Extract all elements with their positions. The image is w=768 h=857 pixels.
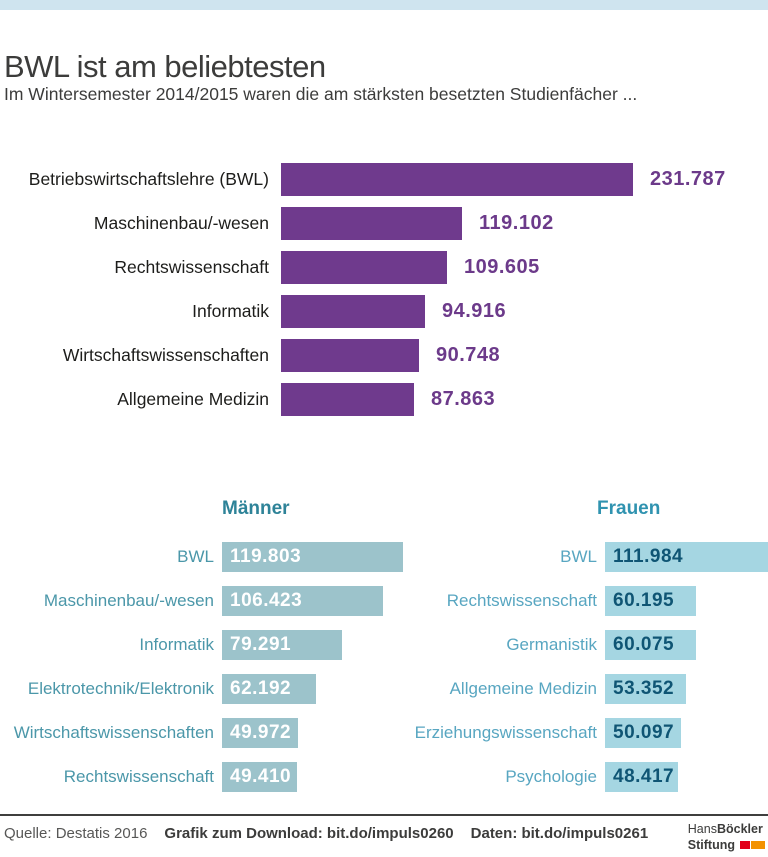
bar: 53.352 bbox=[605, 674, 686, 704]
logo-orange-square bbox=[751, 841, 765, 850]
bar: 106.423 bbox=[222, 586, 383, 616]
bar-label: Erziehungswissenschaft bbox=[414, 723, 597, 742]
bar-value: 49.410 bbox=[230, 766, 292, 787]
logo-line-2: Stiftung bbox=[688, 838, 765, 854]
bar-row: Psychologie 48.417 bbox=[384, 762, 768, 792]
bar-value: 60.075 bbox=[613, 634, 675, 655]
women-chart-title: Frauen bbox=[597, 498, 661, 519]
bar: 50.097 bbox=[605, 718, 681, 748]
bar-value: 94.916 bbox=[442, 300, 507, 322]
page-title: BWL ist am beliebtesten bbox=[4, 48, 326, 84]
bar-row: Elektrotechnik/Elektronik 62.192 bbox=[0, 674, 384, 704]
bar-row: Wirtschaftswissenschaften 49.972 bbox=[0, 718, 384, 748]
hans-boeckler-stiftung-logo: Hans Böckler Stiftung bbox=[688, 822, 765, 853]
logo-text-boeckler: Böckler bbox=[716, 822, 763, 836]
bar-row: Rechtswissenschaft 49.410 bbox=[0, 762, 384, 792]
bar-row: Allgemeine Medizin 87.863 bbox=[0, 383, 768, 416]
bar bbox=[281, 163, 633, 196]
bar: 119.803 bbox=[222, 542, 403, 572]
bar-value: 62.192 bbox=[230, 678, 292, 699]
logo-line-1: Hans Böckler bbox=[688, 822, 765, 838]
bar-row: Rechtswissenschaft 109.605 bbox=[0, 251, 768, 284]
bar-row: Rechtswissenschaft 60.195 bbox=[384, 586, 768, 616]
bar-row: Maschinenbau/-wesen 106.423 bbox=[0, 586, 384, 616]
bar-value: 231.787 bbox=[650, 168, 726, 190]
bar-row: Maschinenbau/-wesen 119.102 bbox=[0, 207, 768, 240]
bar-label: Rechtswissenschaft bbox=[446, 591, 597, 610]
bar: 60.195 bbox=[605, 586, 696, 616]
bar-label: BWL bbox=[177, 547, 214, 566]
footer: Quelle: Destatis 2016 Grafik zum Downloa… bbox=[4, 825, 648, 842]
bar-row: Betriebswirtschaftslehre (BWL) 231.787 bbox=[0, 163, 768, 196]
bar-label: Betriebswirtschaftslehre (BWL) bbox=[28, 169, 269, 189]
bar: 60.075 bbox=[605, 630, 696, 660]
bar bbox=[281, 251, 447, 284]
bar-row: Informatik 94.916 bbox=[0, 295, 768, 328]
bar: 48.417 bbox=[605, 762, 678, 792]
bar-label: Germanistik bbox=[506, 635, 597, 654]
bar-value: 60.195 bbox=[613, 590, 675, 611]
logo-red-square bbox=[740, 841, 750, 850]
bar-row: Allgemeine Medizin 53.352 bbox=[384, 674, 768, 704]
logo-text-hans: Hans bbox=[687, 822, 717, 836]
bar-row: Informatik 79.291 bbox=[0, 630, 384, 660]
bar-value: 48.417 bbox=[613, 766, 675, 787]
footer-divider bbox=[0, 814, 768, 816]
download-link-text: Grafik zum Download: bit.do/impuls0260 bbox=[164, 825, 454, 842]
bar-value: 111.984 bbox=[613, 546, 684, 567]
men-chart-rows: BWL 119.803 Maschinenbau/-wesen 106.423 … bbox=[0, 542, 403, 806]
bar-label: Allgemeine Medizin bbox=[117, 389, 269, 409]
bar-label: Wirtschaftswissenschaften bbox=[13, 723, 214, 742]
bar-label: Maschinenbau/-wesen bbox=[43, 591, 214, 610]
bar-value: 50.097 bbox=[613, 722, 675, 743]
bar-label: Elektrotechnik/Elektronik bbox=[27, 679, 214, 698]
bar: 49.410 bbox=[222, 762, 297, 792]
bar: 79.291 bbox=[222, 630, 342, 660]
bar-row: BWL 119.803 bbox=[0, 542, 403, 572]
bar: 49.972 bbox=[222, 718, 298, 748]
logo-text-stiftung: Stiftung bbox=[687, 837, 735, 852]
data-link-text: Daten: bit.do/impuls0261 bbox=[470, 825, 649, 842]
bar-label: Informatik bbox=[139, 635, 214, 654]
top-accent-strip bbox=[0, 0, 768, 10]
gender-charts: Männer BWL 119.803 Maschinenbau/-wesen 1… bbox=[0, 494, 768, 804]
bar bbox=[281, 295, 425, 328]
bar bbox=[281, 339, 419, 372]
bar-value: 49.972 bbox=[230, 722, 292, 743]
bar-label: Maschinenbau/-wesen bbox=[93, 213, 269, 233]
bar-value: 109.605 bbox=[464, 256, 540, 278]
bar: 62.192 bbox=[222, 674, 316, 704]
bar-label: Informatik bbox=[192, 301, 269, 321]
women-chart-rows: BWL 111.984 Rechtswissenschaft 60.195 Ge… bbox=[384, 542, 768, 806]
bar bbox=[281, 383, 414, 416]
bar-value: 87.863 bbox=[431, 388, 496, 410]
bar-value: 106.423 bbox=[230, 590, 303, 611]
main-bar-chart: Betriebswirtschaftslehre (BWL) 231.787 M… bbox=[0, 163, 768, 427]
women-bar-chart: Frauen BWL 111.984 Rechtswissenschaft 60… bbox=[384, 494, 768, 804]
source-text: Quelle: Destatis 2016 bbox=[4, 825, 148, 842]
bar bbox=[281, 207, 462, 240]
page-subtitle: Im Wintersemester 2014/2015 waren die am… bbox=[4, 84, 638, 104]
men-bar-chart: Männer BWL 119.803 Maschinenbau/-wesen 1… bbox=[0, 494, 403, 806]
bar: 111.984 bbox=[605, 542, 768, 572]
bar-row: Erziehungswissenschaft 50.097 bbox=[384, 718, 768, 748]
bar-value: 90.748 bbox=[436, 344, 501, 366]
bar-value: 119.102 bbox=[479, 212, 554, 234]
bar-value: 53.352 bbox=[613, 678, 675, 699]
bar-row: Germanistik 60.075 bbox=[384, 630, 768, 660]
bar-value: 119.803 bbox=[230, 546, 302, 567]
bar-label: BWL bbox=[560, 547, 597, 566]
men-chart-title: Männer bbox=[222, 498, 290, 519]
bar-value: 79.291 bbox=[230, 634, 292, 655]
bar-label: Rechtswissenschaft bbox=[63, 767, 214, 786]
bar-row: BWL 111.984 bbox=[384, 542, 768, 572]
bar-label: Rechtswissenschaft bbox=[114, 257, 269, 277]
bar-label: Psychologie bbox=[505, 767, 597, 786]
bar-label: Allgemeine Medizin bbox=[449, 679, 597, 698]
bar-label: Wirtschaftswissenschaften bbox=[62, 345, 269, 365]
bar-row: Wirtschaftswissenschaften 90.748 bbox=[0, 339, 768, 372]
